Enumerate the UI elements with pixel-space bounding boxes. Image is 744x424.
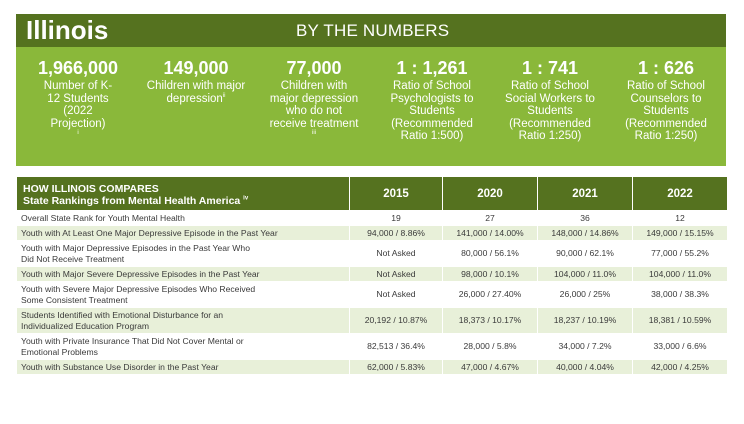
cell-value: 77,000 / 55.2% — [632, 240, 728, 267]
cell-value: 141,000 / 14.00% — [442, 225, 538, 241]
table-row: Overall State Rank for Youth Mental Heal… — [16, 210, 728, 226]
stat-psychologist-ratio: 1 : 1,261 Ratio of School Psychologists … — [376, 57, 488, 143]
row-label: Youth with Severe Major Depressive Episo… — [16, 281, 350, 308]
stat-label: Ratio of School Social Workers to Studen… — [505, 80, 595, 142]
cell-value: 98,000 / 10.1% — [442, 266, 538, 282]
table-title-cell: HOW ILLINOIS COMPARES State Rankings fro… — [16, 176, 350, 211]
row-label: Youth with Private Insurance That Did No… — [16, 333, 350, 360]
stat-value: 77,000 — [286, 58, 342, 78]
row-label: Youth with Major Depressive Episodes in … — [16, 240, 350, 267]
cell-value: 42,000 / 4.25% — [632, 359, 728, 375]
stat-social-worker-ratio: 1 : 741 Ratio of School Social Workers t… — [494, 57, 606, 143]
stat-label: Children with major depression who do no… — [269, 80, 359, 137]
row-label: Youth with Substance Use Disorder in the… — [16, 359, 350, 375]
cell-value: 94,000 / 8.86% — [349, 225, 443, 241]
cell-value: 90,000 / 62.1% — [537, 240, 633, 267]
year-header: 2015 — [349, 176, 443, 211]
cell-value: 148,000 / 14.86% — [537, 225, 633, 241]
stat-label: Ratio of School Psychologists to Student… — [390, 80, 474, 142]
stat-value: 1 : 626 — [637, 58, 695, 78]
comparison-table: HOW ILLINOIS COMPARES State Rankings fro… — [16, 176, 728, 375]
cell-value: 26,000 / 27.40% — [442, 281, 538, 308]
table-row: Youth with Private Insurance That Did No… — [16, 333, 728, 360]
cell-value: 149,000 / 15.15% — [632, 225, 728, 241]
table-row: Youth with Major Depressive Episodes in … — [16, 240, 728, 267]
stat-value: 1 : 741 — [521, 58, 579, 78]
state-name: Illinois — [26, 15, 109, 45]
cell-value: 20,192 / 10.87% — [349, 307, 443, 334]
row-label: Overall State Rank for Youth Mental Heal… — [16, 210, 350, 226]
table-row: Students Identified with Emotional Distu… — [16, 307, 728, 334]
table-row: Youth with Major Severe Depressive Episo… — [16, 266, 728, 282]
year-header: 2020 — [442, 176, 538, 211]
cell-value: 47,000 / 4.67% — [442, 359, 538, 375]
cell-value: 18,237 / 10.19% — [537, 307, 633, 334]
stat-major-depression: 149,000 Children with major depressionii — [140, 57, 252, 105]
cell-value: 26,000 / 25% — [537, 281, 633, 308]
table-header-row: HOW ILLINOIS COMPARES State Rankings fro… — [16, 176, 728, 211]
cell-value: 27 — [442, 210, 538, 226]
cell-value: Not Asked — [349, 240, 443, 267]
stat-value: 1 : 1,261 — [396, 58, 468, 78]
cell-value: 12 — [632, 210, 728, 226]
row-label: Youth with Major Severe Depressive Episo… — [16, 266, 350, 282]
stat-value: 149,000 — [163, 58, 229, 78]
cell-value: 62,000 / 5.83% — [349, 359, 443, 375]
table-row: Youth with At Least One Major Depressive… — [16, 225, 728, 241]
banner-subtitle: BY THE NUMBERS — [296, 21, 450, 40]
stat-label: Ratio of School Counselors to Students (… — [625, 80, 707, 142]
cell-value: 104,000 / 11.0% — [632, 266, 728, 282]
cell-value: 40,000 / 4.04% — [537, 359, 633, 375]
footnote-marker: iii — [312, 130, 316, 137]
stat-label: Number of K-12 Students (2022 Projection… — [43, 80, 113, 137]
banner-header: Illinois BY THE NUMBERS — [16, 14, 726, 47]
cell-value: 38,000 / 38.3% — [632, 281, 728, 308]
table-title: HOW ILLINOIS COMPARES — [23, 182, 159, 195]
stat-value: 1,966,000 — [37, 58, 119, 78]
cell-value: 104,000 / 11.0% — [537, 266, 633, 282]
cell-value: 80,000 / 56.1% — [442, 240, 538, 267]
stat-students: 1,966,000 Number of K-12 Students (2022 … — [22, 57, 134, 143]
table-row: Youth with Severe Major Depressive Episo… — [16, 281, 728, 308]
cell-value: 34,000 / 7.2% — [537, 333, 633, 360]
row-label: Youth with At Least One Major Depressive… — [16, 225, 350, 241]
cell-value: Not Asked — [349, 281, 443, 308]
table-row: Youth with Substance Use Disorder in the… — [16, 359, 728, 375]
cell-value: 82,513 / 36.4% — [349, 333, 443, 360]
row-label: Students Identified with Emotional Distu… — [16, 307, 350, 334]
cell-value: 36 — [537, 210, 633, 226]
by-the-numbers-banner: Illinois BY THE NUMBERS 1,966,000 Number… — [16, 14, 726, 166]
footnote-marker: ii — [222, 92, 226, 99]
cell-value: 33,000 / 6.6% — [632, 333, 728, 360]
year-header: 2021 — [537, 176, 633, 211]
footnote-marker: i — [77, 130, 79, 137]
footnote-marker: iv — [243, 195, 249, 201]
table-subtitle: State Rankings from Mental Health Americ… — [23, 194, 249, 207]
stat-counselor-ratio: 1 : 626 Ratio of School Counselors to St… — [610, 57, 722, 143]
year-header: 2022 — [632, 176, 728, 211]
cell-value: Not Asked — [349, 266, 443, 282]
cell-value: 18,373 / 10.17% — [442, 307, 538, 334]
stat-no-treatment: 77,000 Children with major depression wh… — [258, 57, 370, 143]
cell-value: 19 — [349, 210, 443, 226]
cell-value: 18,381 / 10.59% — [632, 307, 728, 334]
cell-value: 28,000 / 5.8% — [442, 333, 538, 360]
stat-label: Children with major depressionii — [146, 80, 246, 105]
